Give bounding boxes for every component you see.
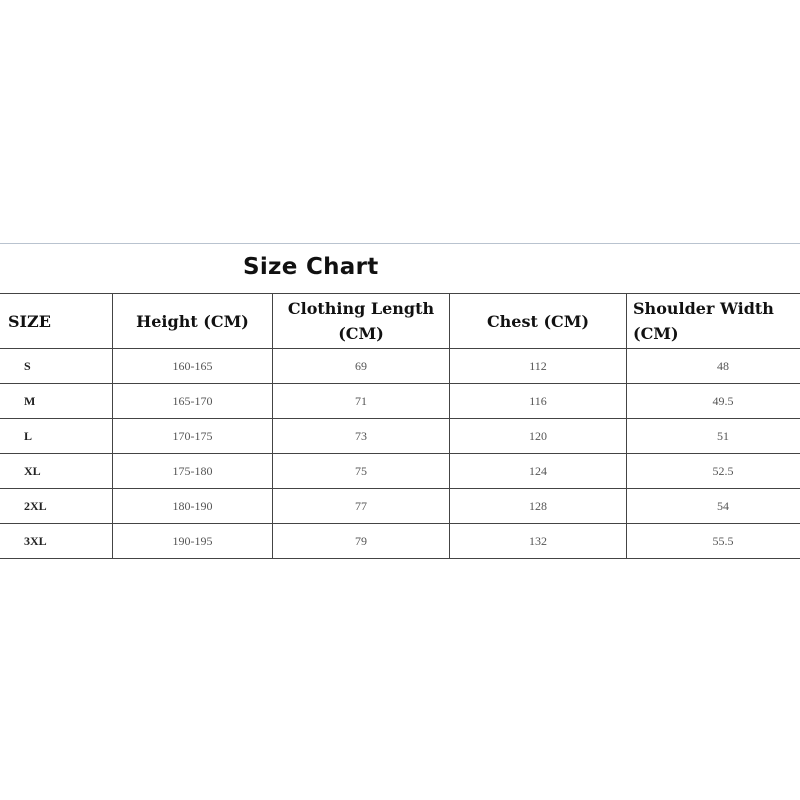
table-cell: 52.5 (626, 453, 800, 489)
table-row: XL 175-180 75 124 52.5 (0, 453, 800, 489)
table-cell: 190-195 (112, 523, 273, 559)
size-label-cell: XL (0, 453, 113, 489)
size-label-cell: 2XL (0, 488, 113, 524)
table-row: 2XL 180-190 77 128 54 (0, 488, 800, 524)
size-label-cell: S (0, 348, 113, 384)
table-cell: 75 (272, 453, 450, 489)
column-header: Chest (CM) (449, 293, 627, 349)
table-cell: 128 (449, 488, 627, 524)
header-row: SIZE Height (CM) Clothing Length (CM) Ch… (0, 293, 800, 349)
table-cell: 51 (626, 418, 800, 454)
table-row: S 160-165 69 112 48 (0, 348, 800, 384)
table-cell: 55.5 (626, 523, 800, 559)
table-cell: 71 (272, 383, 450, 419)
table-cell: 49.5 (626, 383, 800, 419)
table-cell: 160-165 (112, 348, 273, 384)
table-cell: 175-180 (112, 453, 273, 489)
table-row: L 170-175 73 120 51 (0, 418, 800, 454)
table-cell: 180-190 (112, 488, 273, 524)
table-cell: 48 (626, 348, 800, 384)
table-cell: 170-175 (112, 418, 273, 454)
table-row: M 165-170 71 116 49.5 (0, 383, 800, 419)
table-cell: 79 (272, 523, 450, 559)
size-label-cell: M (0, 383, 113, 419)
table-cell: 77 (272, 488, 450, 524)
page-title: Size Chart (243, 254, 379, 280)
table-row: 3XL 190-195 79 132 55.5 (0, 523, 800, 559)
table-cell: 54 (626, 488, 800, 524)
table-cell: 69 (272, 348, 450, 384)
size-label-cell: L (0, 418, 113, 454)
table-cell: 112 (449, 348, 627, 384)
size-label-cell: 3XL (0, 523, 113, 559)
top-divider (0, 243, 800, 244)
table-cell: 73 (272, 418, 450, 454)
column-header: Clothing Length (CM) (272, 293, 450, 349)
size-chart-table: SIZE Height (CM) Clothing Length (CM) Ch… (0, 293, 800, 559)
table-cell: 120 (449, 418, 627, 454)
table-cell: 124 (449, 453, 627, 489)
table-cell: 116 (449, 383, 627, 419)
column-header: Shoulder Width (CM) (626, 293, 800, 349)
table-cell: 165-170 (112, 383, 273, 419)
column-header: SIZE (0, 293, 113, 349)
table-cell: 132 (449, 523, 627, 559)
column-header: Height (CM) (112, 293, 273, 349)
